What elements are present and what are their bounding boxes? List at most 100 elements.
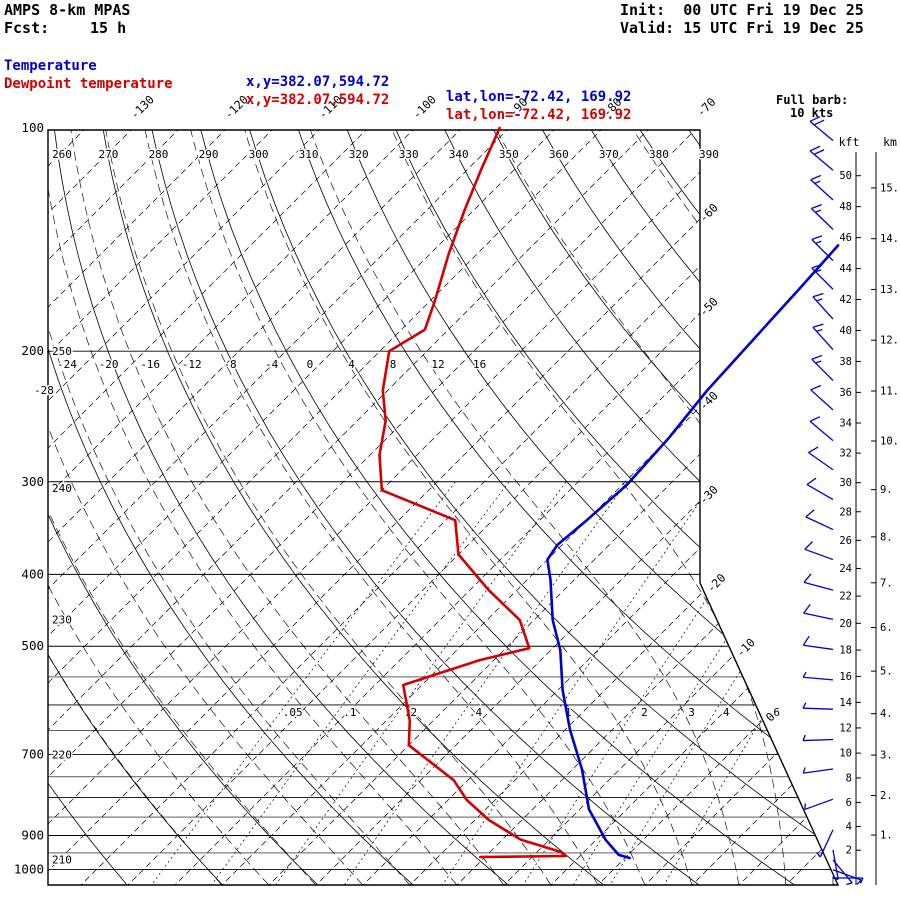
svg-text:-20: -20 xyxy=(704,571,729,596)
valid-time: Valid: 15 UTC Fri 19 Dec 25 xyxy=(620,19,864,37)
svg-text:1000: 1000 xyxy=(14,861,44,876)
svg-text:220: 220 xyxy=(52,749,72,762)
svg-text:50: 50 xyxy=(839,170,852,182)
svg-text:300: 300 xyxy=(21,474,44,489)
svg-text:13.: 13. xyxy=(880,284,899,296)
svg-text:6: 6 xyxy=(773,706,780,719)
legend-dewpoint-label: Dewpoint temperature xyxy=(4,76,173,93)
svg-text:15.: 15. xyxy=(880,182,899,194)
svg-text:6: 6 xyxy=(846,797,852,809)
svg-text:2.: 2. xyxy=(880,790,893,802)
svg-text:240: 240 xyxy=(52,482,72,495)
svg-text:500: 500 xyxy=(21,638,44,653)
fcst-value: 15 h xyxy=(90,19,127,37)
svg-text:-100: -100 xyxy=(409,92,439,122)
svg-text:4.: 4. xyxy=(880,708,893,720)
svg-text:-4: -4 xyxy=(265,358,279,371)
svg-text:-80: -80 xyxy=(600,95,625,120)
svg-text:12.: 12. xyxy=(880,335,899,347)
svg-text:4: 4 xyxy=(348,358,355,371)
svg-text:16: 16 xyxy=(473,358,486,371)
legend-dewpoint-row: Dewpoint temperature x,y=382.07,594.72 l… xyxy=(0,62,900,123)
svg-text:1: 1 xyxy=(565,706,572,719)
legend-temperature-latlon: lat,lon=-72.42, 169.92 xyxy=(446,89,632,106)
svg-text:4: 4 xyxy=(846,821,852,833)
model-title: AMPS 8-km MPAS xyxy=(4,1,131,19)
svg-text:200: 200 xyxy=(21,343,44,358)
svg-text:16: 16 xyxy=(839,671,852,683)
svg-text:700: 700 xyxy=(21,747,44,762)
svg-text:-90: -90 xyxy=(506,95,531,120)
svg-text:4: 4 xyxy=(723,706,730,719)
svg-text:320: 320 xyxy=(349,148,369,161)
svg-text:20: 20 xyxy=(839,618,852,630)
legend-dewpoint-xy: x,y=382.07,594.72 xyxy=(246,91,390,108)
svg-text:-12: -12 xyxy=(182,358,202,371)
svg-text:32: 32 xyxy=(839,448,852,460)
svg-text:12: 12 xyxy=(839,722,852,734)
svg-text:18: 18 xyxy=(839,645,852,657)
svg-text:.2: .2 xyxy=(404,706,417,719)
full-barb-note-line2: 10 kts xyxy=(790,106,834,120)
svg-text:40: 40 xyxy=(839,325,852,337)
svg-text:0: 0 xyxy=(307,358,314,371)
svg-text:230: 230 xyxy=(52,613,72,626)
svg-text:350: 350 xyxy=(499,148,519,161)
svg-text:390: 390 xyxy=(699,148,719,161)
full-barb-note-line1: Full barb: xyxy=(776,93,849,107)
svg-text:380: 380 xyxy=(649,148,669,161)
svg-text:30: 30 xyxy=(839,477,852,489)
svg-text:.4: .4 xyxy=(469,706,483,719)
svg-text:3.: 3. xyxy=(880,750,893,762)
svg-text:14: 14 xyxy=(839,697,852,709)
svg-text:900: 900 xyxy=(21,828,44,843)
svg-text:-20: -20 xyxy=(99,358,119,371)
svg-text:36: 36 xyxy=(839,387,852,399)
svg-text:300: 300 xyxy=(249,148,269,161)
fcst-label: Fcst: xyxy=(4,19,50,37)
svg-text:-8: -8 xyxy=(223,358,236,371)
svg-text:22: 22 xyxy=(839,591,852,603)
svg-text:8.: 8. xyxy=(880,531,893,543)
svg-text:360: 360 xyxy=(549,148,569,161)
svg-text:38: 38 xyxy=(839,356,852,368)
svg-text:340: 340 xyxy=(449,148,469,161)
svg-text:6.: 6. xyxy=(880,622,893,634)
svg-text:210: 210 xyxy=(52,854,72,867)
svg-text:.05: .05 xyxy=(283,706,303,719)
svg-text:24: 24 xyxy=(839,563,852,575)
svg-text:28: 28 xyxy=(839,506,852,518)
svg-text:.1: .1 xyxy=(343,706,356,719)
svg-text:-70: -70 xyxy=(694,95,719,120)
svg-text:1.: 1. xyxy=(880,830,893,842)
svg-text:-10: -10 xyxy=(733,635,758,660)
svg-text:-120: -120 xyxy=(221,92,251,122)
svg-text:2: 2 xyxy=(641,706,648,719)
svg-text:3: 3 xyxy=(688,706,695,719)
svg-text:250: 250 xyxy=(52,345,72,358)
svg-text:14.: 14. xyxy=(880,233,899,245)
svg-text:100: 100 xyxy=(21,120,44,135)
svg-text:8: 8 xyxy=(390,358,397,371)
svg-text:42: 42 xyxy=(839,294,852,306)
svg-text:2: 2 xyxy=(846,845,852,857)
svg-text:310: 310 xyxy=(299,148,319,161)
svg-text:km: km xyxy=(883,135,897,149)
svg-text:270: 270 xyxy=(99,148,119,161)
legend-temperature-xy: x,y=382.07,594.72 xyxy=(246,73,390,90)
svg-text:290: 290 xyxy=(199,148,219,161)
svg-text:26: 26 xyxy=(839,535,852,547)
legend-temperature-label: Temperature xyxy=(4,58,97,75)
svg-text:-110: -110 xyxy=(315,92,345,122)
svg-text:-130: -130 xyxy=(127,92,157,122)
svg-text:400: 400 xyxy=(21,566,44,581)
svg-text:8: 8 xyxy=(846,772,852,784)
svg-text:-24: -24 xyxy=(57,358,77,371)
svg-text:10: 10 xyxy=(839,748,852,760)
svg-text:34: 34 xyxy=(839,418,852,430)
svg-text:48: 48 xyxy=(839,201,852,213)
svg-text:5.: 5. xyxy=(880,666,893,678)
svg-text:12: 12 xyxy=(431,358,444,371)
